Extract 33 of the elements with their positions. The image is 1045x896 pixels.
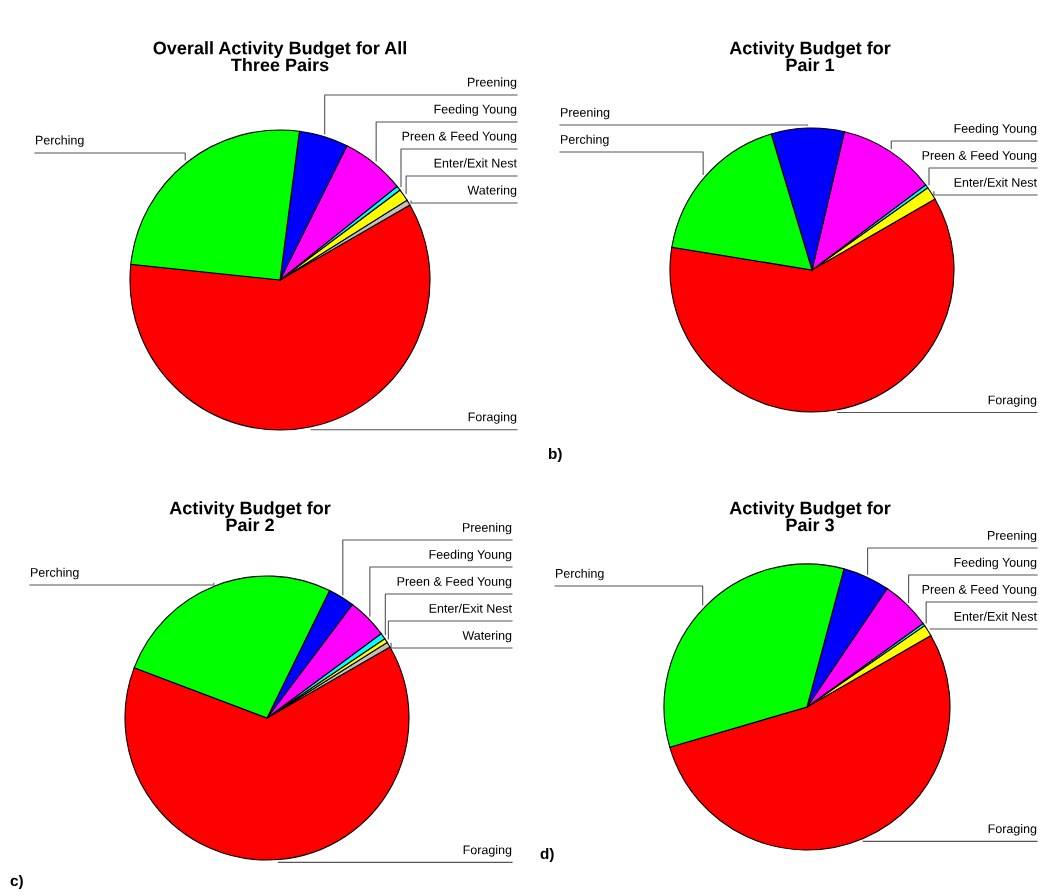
slice-label: Feeding Young — [429, 549, 512, 562]
text: d) — [540, 847, 554, 863]
chart-title: Activity Budget for Pair 3 — [729, 501, 891, 532]
slice-label: Preening — [467, 77, 517, 89]
slice-label: Feeding Young — [954, 557, 1037, 570]
slice-label: Perching — [31, 567, 79, 580]
slice-label: Perching — [556, 568, 604, 581]
slice-label: Foraging — [988, 823, 1037, 836]
text: b) — [549, 447, 562, 463]
text: c) — [10, 874, 23, 890]
chart-title: Activity Budget for Pair 1 — [729, 41, 891, 72]
slice-label: Preening — [561, 107, 610, 120]
slice-label: Perching — [561, 134, 609, 147]
slice-label: Foraging — [468, 412, 517, 424]
slice-label: Preening — [987, 530, 1037, 543]
slice-label: Preen & Feed Young — [397, 576, 512, 589]
slice-label: Preening — [462, 522, 512, 535]
slice-label: Watering — [467, 185, 517, 197]
slice-label: Preen & Feed Young — [922, 150, 1037, 163]
slice-label: Perching — [36, 135, 84, 147]
slice-label: Watering — [462, 630, 512, 643]
slice-label: Foraging — [463, 845, 512, 857]
slice-label: Preen & Feed Young — [922, 584, 1037, 597]
slice-label: Preen & Feed Young — [402, 131, 517, 143]
slice-label: Enter/Exit Nest — [954, 611, 1037, 621]
slice-label: Enter/Exit Nest — [434, 158, 517, 168]
slice-label: Enter/Exit Nest — [954, 177, 1037, 187]
slice-label: Foraging — [988, 395, 1037, 407]
slice-label: Feeding Young — [434, 104, 517, 116]
slice-label: Enter/Exit Nest — [429, 603, 512, 613]
chart-title: Activity Budget for Pair 2 — [169, 501, 331, 532]
slice-label: Feeding Young — [954, 123, 1037, 136]
chart-title: Overall Activity Budget for All Three Pairs — [153, 41, 406, 72]
